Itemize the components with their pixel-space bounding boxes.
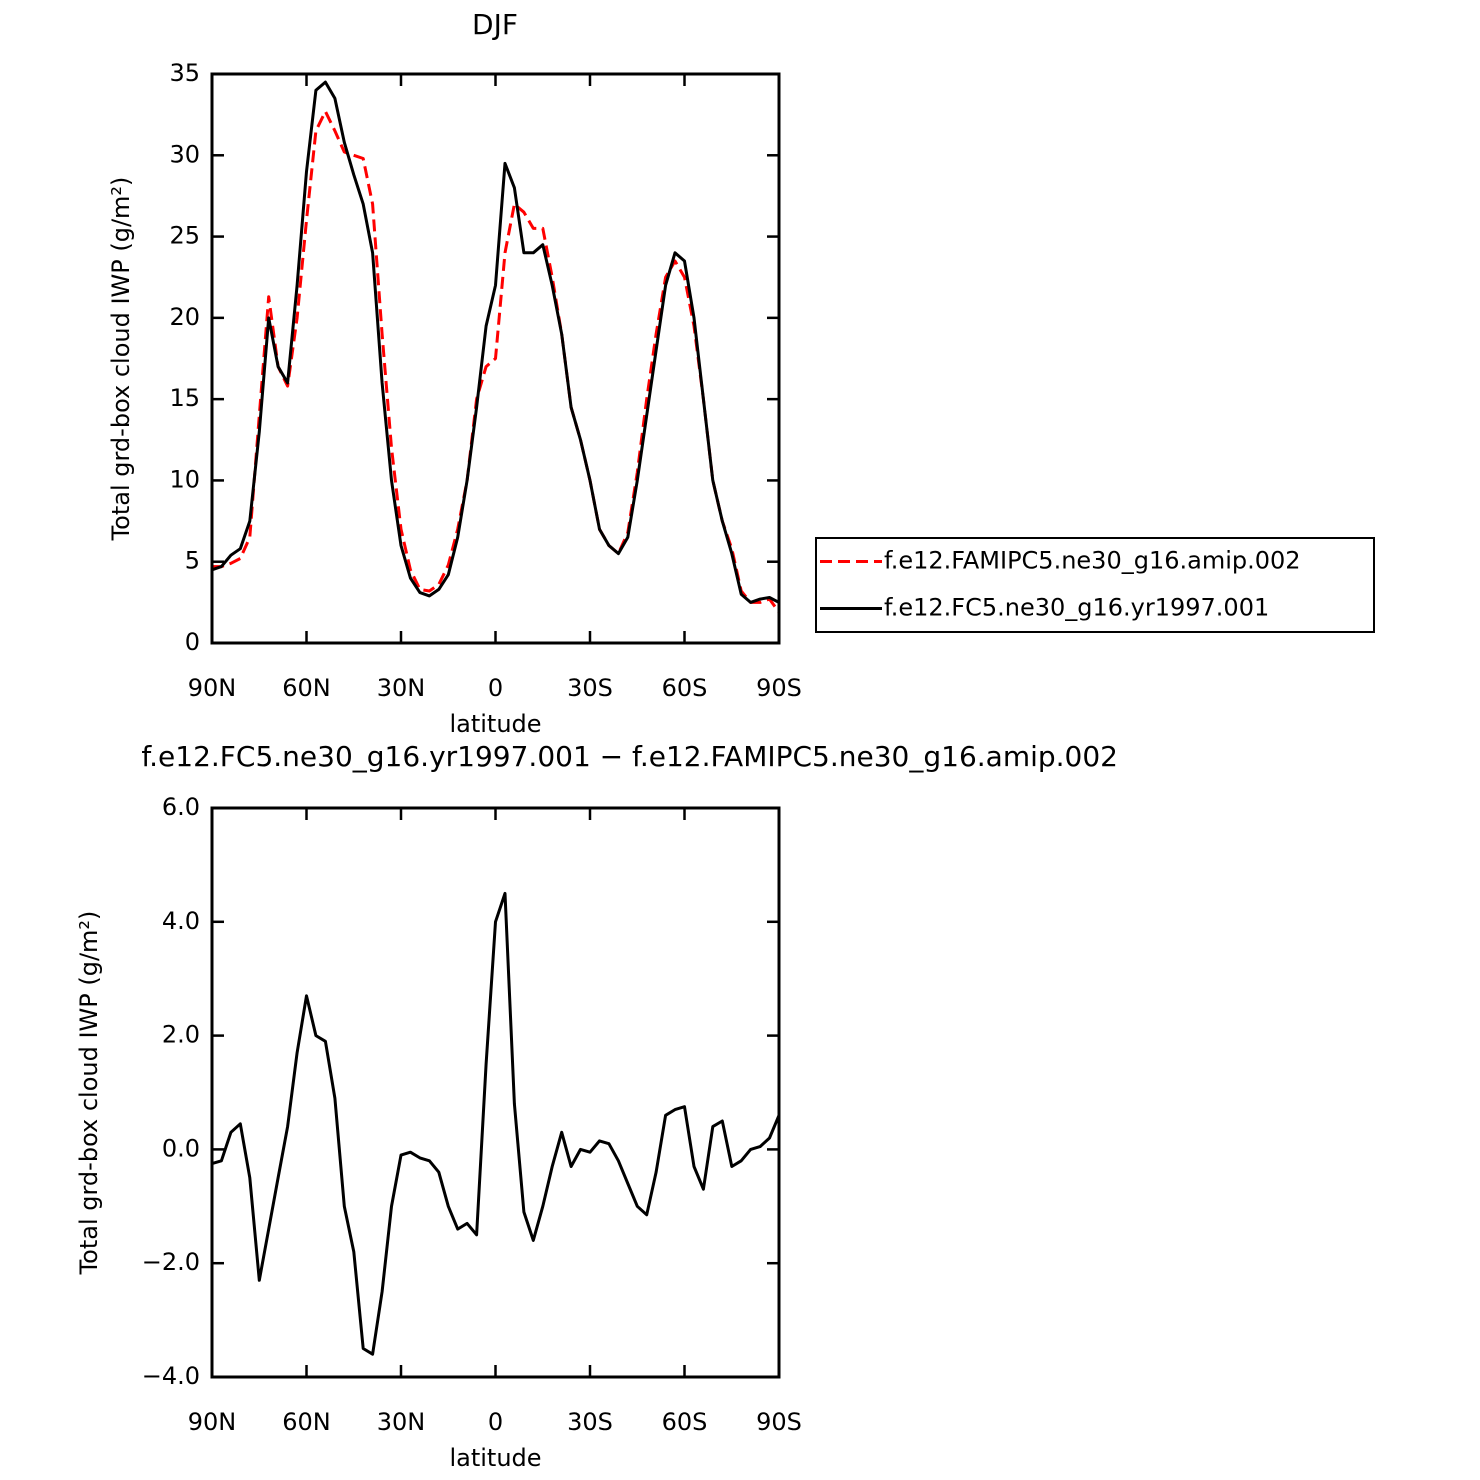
y-tick-label: 4.0 bbox=[162, 907, 200, 935]
data-line bbox=[212, 109, 781, 613]
x-tick-label: 30S bbox=[567, 674, 613, 702]
plot-frame bbox=[210, 806, 781, 1379]
y-tick-label: 25 bbox=[169, 222, 200, 250]
y-tick-label: 15 bbox=[169, 384, 200, 412]
x-axis-label: latitude bbox=[449, 1444, 541, 1472]
data-line bbox=[211, 891, 781, 1356]
y-tick-label: 5 bbox=[185, 547, 200, 575]
y-tick-label: 2.0 bbox=[162, 1021, 200, 1049]
x-tick-label: 90S bbox=[756, 674, 802, 702]
y-tick-label: 0.0 bbox=[162, 1134, 200, 1162]
y-tick-label: −4.0 bbox=[142, 1362, 200, 1390]
chart-title: DJF bbox=[472, 8, 518, 41]
legend-label: f.e12.FAMIPC5.ne30_g16.amip.002 bbox=[884, 547, 1301, 575]
x-tick-label: 60S bbox=[662, 1408, 708, 1436]
legend-box bbox=[815, 537, 1375, 633]
x-tick-label: 0 bbox=[488, 1408, 503, 1436]
x-tick-label: 30S bbox=[567, 1408, 613, 1436]
x-tick-label: 90N bbox=[188, 674, 237, 702]
y-tick-label: 20 bbox=[169, 303, 200, 331]
plot-frame bbox=[210, 72, 781, 645]
x-tick-label: 90N bbox=[188, 1408, 237, 1436]
x-axis-label: latitude bbox=[449, 710, 541, 738]
y-axis-label: Total grd-box cloud IWP (g/m²) bbox=[107, 177, 135, 542]
x-tick-label: 90S bbox=[756, 1408, 802, 1436]
data-line bbox=[211, 80, 780, 604]
x-tick-label: 60N bbox=[282, 1408, 331, 1436]
y-tick-label: 0 bbox=[185, 628, 200, 656]
x-tick-label: 60N bbox=[282, 674, 331, 702]
x-tick-label: 30N bbox=[377, 1408, 426, 1436]
y-tick-label: −2.0 bbox=[142, 1248, 200, 1276]
y-tick-label: 30 bbox=[169, 140, 200, 168]
chart-title: f.e12.FC5.ne30_g16.yr1997.001 − f.e12.FA… bbox=[141, 740, 1118, 773]
y-tick-label: 35 bbox=[169, 59, 200, 87]
y-tick-label: 10 bbox=[169, 465, 200, 493]
x-tick-label: 0 bbox=[488, 674, 503, 702]
legend-label: f.e12.FC5.ne30_g16.yr1997.001 bbox=[884, 594, 1269, 622]
x-tick-label: 30N bbox=[377, 674, 426, 702]
y-tick-label: 6.0 bbox=[162, 793, 200, 821]
y-axis-label: Total grd-box cloud IWP (g/m²) bbox=[75, 911, 103, 1276]
x-tick-label: 60S bbox=[662, 674, 708, 702]
